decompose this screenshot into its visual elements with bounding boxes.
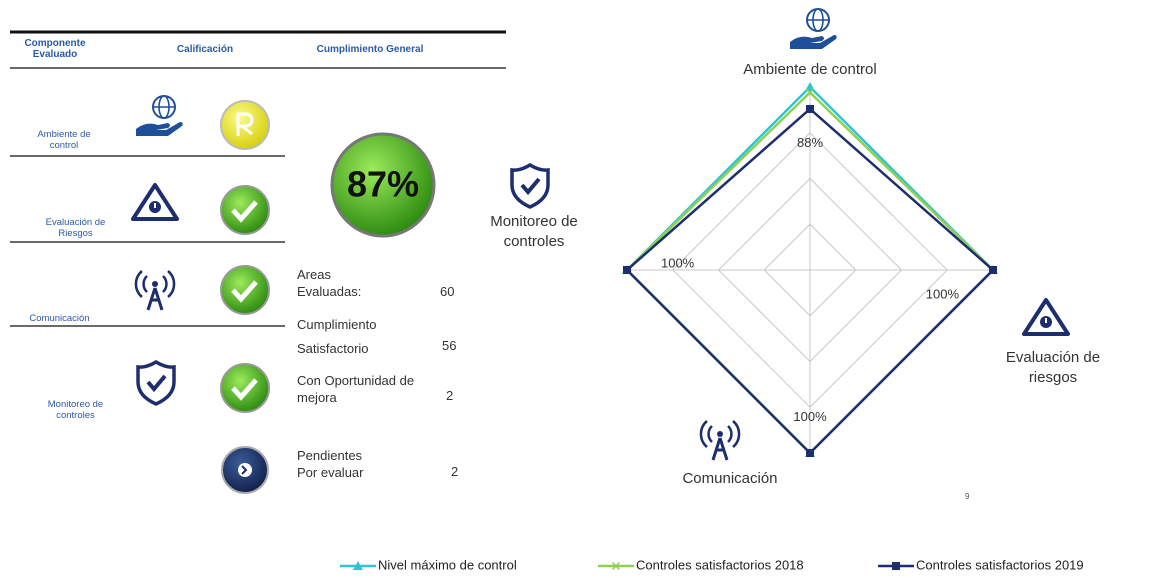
row-label: Comunicación xyxy=(29,313,90,324)
rating-symbol xyxy=(236,112,254,136)
row-label: Evaluación de Riesgos xyxy=(45,217,106,239)
legend-label: Controles satisfactorios 2019 xyxy=(916,557,1084,572)
stat-label: Areas Evaluadas: xyxy=(297,267,362,299)
page-number: 9 xyxy=(965,492,970,501)
icon-shield xyxy=(136,360,176,406)
icon-globe xyxy=(135,95,184,137)
axis-label: Comunicación xyxy=(682,470,778,487)
stat-value: 56 xyxy=(442,338,457,353)
marker xyxy=(989,266,997,274)
axis-label: Evaluación de riesgos xyxy=(1005,349,1101,386)
legend-marker xyxy=(892,562,900,570)
marker xyxy=(806,449,814,457)
header: Componente Evaluado xyxy=(24,38,86,60)
data-label: 100% xyxy=(926,286,960,301)
data-label: 100% xyxy=(793,409,827,424)
icon-antenna xyxy=(134,269,176,312)
stat-value: 2 xyxy=(451,464,459,479)
icon-shield xyxy=(510,163,550,209)
legend-marker xyxy=(611,561,621,571)
row-label: Ambiente de control xyxy=(37,129,91,151)
header: Cumplimiento General xyxy=(316,44,424,55)
stat-label: Pendientes Por evaluar xyxy=(297,448,364,480)
row-label: Monitoreo de controles xyxy=(47,399,104,421)
marker xyxy=(623,266,631,274)
radar-chart: 88% 100% 100% 100% xyxy=(622,82,998,458)
overall-circle xyxy=(330,132,436,238)
icon-antenna xyxy=(699,419,741,462)
stat-label: Con Oportunidad de mejora xyxy=(297,373,415,405)
axis-label: Ambiente de control xyxy=(743,61,877,78)
arrow xyxy=(241,465,248,475)
legend-label: Controles satisfactorios 2018 xyxy=(636,557,804,572)
header: Calificación xyxy=(176,44,234,55)
data-label: 100% xyxy=(661,255,695,270)
axis-label: Monitoreo de controles xyxy=(490,213,578,250)
rating-checks xyxy=(220,185,270,413)
overall-value: 87% xyxy=(347,164,419,205)
stat-label: Cumplimiento Satisfactorio xyxy=(297,317,377,356)
icon-warning xyxy=(131,183,179,221)
marker xyxy=(805,88,815,97)
legend-marker xyxy=(353,561,363,570)
data-label: 88% xyxy=(797,135,823,150)
legend-label: Nivel máximo de control xyxy=(378,557,517,572)
stat-value: 2 xyxy=(446,388,454,403)
icon-globe xyxy=(789,8,838,50)
icon-warning xyxy=(1022,298,1070,336)
stat-value: 60 xyxy=(440,284,455,299)
marker xyxy=(805,82,815,91)
marker xyxy=(806,104,814,113)
